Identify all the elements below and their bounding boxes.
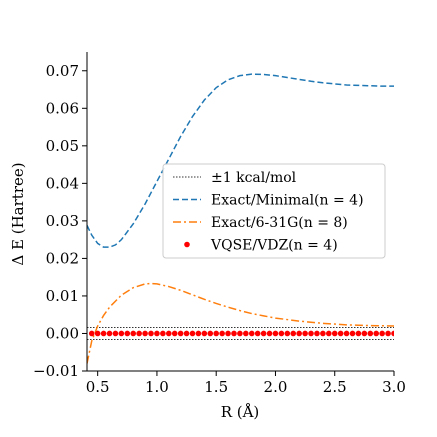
series-vqse-vdz-n-4-point	[290, 330, 297, 337]
x-tick-label: 1.5	[204, 378, 228, 396]
series-vqse-vdz-n-4-point	[314, 330, 320, 337]
series-vqse-vdz-n-4-point	[165, 330, 172, 337]
series-vqse-vdz-n-4-point	[278, 330, 285, 337]
series-vqse-vdz-n-4-point	[225, 330, 231, 337]
series-vqse-vdz-n-4-point	[160, 330, 166, 337]
series-vqse-vdz-n-4-point	[355, 330, 362, 337]
series-vqse-vdz-n-4-point	[385, 330, 391, 337]
legend-entry-label: ±1 kcal/mol	[211, 170, 297, 186]
series-vqse-vdz-n-4-point	[171, 330, 178, 337]
series-vqse-vdz-n-4-point	[331, 330, 338, 337]
series-vqse-vdz-n-4-point	[195, 330, 202, 337]
series-vqse-vdz-n-4-point	[326, 330, 332, 337]
series-vqse-vdz-n-4-point	[130, 330, 137, 337]
series-vqse-vdz-n-4-point	[343, 330, 350, 337]
y-tick-label: 0.02	[46, 249, 79, 267]
y-tick-label: 0.05	[46, 137, 79, 155]
series-vqse-vdz-n-4-point	[118, 330, 125, 337]
y-tick-label: 0.00	[46, 324, 79, 342]
series-exact-6-31g-n-8-line	[87, 282, 394, 364]
legend: ±1 kcal/mol Exact/Minimal(n = 4) Exact/6-3…	[162, 163, 386, 259]
series-vqse-vdz-n-4-point	[349, 330, 356, 337]
series-vqse-vdz-n-4-point	[320, 330, 326, 337]
series-vqse-vdz-n-4-point	[88, 330, 95, 337]
series-vqse-vdz-n-4-point	[254, 330, 261, 337]
y-tick-label: −0.01	[33, 362, 79, 380]
series-vqse-vdz-n-4-point	[112, 330, 119, 337]
y-tick-label: 0.04	[46, 174, 79, 192]
tick-labels: 0.5 1.0 1.5 2.0 2.5 3.0 −0.01 0.00 0.01 0.02 0.03 0…	[33, 62, 406, 396]
x-tick-label: 1.0	[145, 378, 169, 396]
series-vqse-vdz-n-4-point	[379, 330, 385, 337]
series-vqse-vdz-n-4-point	[231, 330, 237, 337]
series-vqse-vdz-n-4-point	[296, 330, 302, 337]
series-vqse-vdz-n-4-point	[284, 330, 291, 337]
series-vqse-vdz-n-4-point	[367, 330, 374, 337]
y-axis-label: Δ E (Hartree)	[9, 162, 27, 265]
series-exact-minimal-n-4-line	[87, 73, 394, 248]
series-vqse-vdz-n-4-point	[183, 330, 190, 337]
series-vqse-vdz-n-4-point	[201, 330, 208, 337]
legend-marker	[184, 241, 190, 248]
y-tick-label: 0.07	[46, 62, 79, 80]
legend-entry-label: Exact/6-31G(n = 8)	[211, 215, 348, 231]
series-vqse-vdz-n-4-point	[148, 330, 154, 337]
x-tick-label: 3.0	[382, 378, 406, 396]
series-vqse-vdz-n-4-point	[337, 330, 344, 337]
x-tick-label: 2.5	[323, 378, 347, 396]
series-vqse-vdz-n-4-point	[373, 330, 380, 337]
series-vqse-vdz-n-4-point	[361, 330, 368, 337]
x-tick-label: 2.0	[264, 378, 288, 396]
series-vqse-vdz-n-4-point	[302, 330, 308, 337]
axes	[82, 52, 395, 376]
legend-box	[162, 163, 386, 259]
series-vqse-vdz-n-4-point	[219, 330, 225, 337]
series-vqse-vdz-n-4-point	[100, 330, 107, 337]
series-vqse-vdz-n-4-point	[207, 330, 214, 337]
x-axis-label: R (Å)	[221, 403, 260, 421]
y-tick-label: 0.03	[46, 212, 79, 230]
series-vqse-vdz-n-4-point	[106, 330, 113, 337]
x-tick-label: 0.5	[86, 378, 110, 396]
series-vqse-vdz-n-4-point	[189, 330, 196, 337]
series-vqse-vdz-n-4-point	[243, 330, 249, 337]
series-vqse-vdz-n-4-point	[124, 330, 131, 337]
series-vqse-vdz-n-4-point	[272, 330, 279, 337]
legend-entry-label: VQSE/VDZ(n = 4)	[210, 238, 338, 254]
plot-area	[87, 73, 394, 364]
series-vqse-vdz-n-4-point	[391, 330, 394, 337]
series-vqse-vdz-n-4-point	[136, 330, 142, 337]
y-tick-label: 0.01	[46, 287, 79, 305]
series-vqse-vdz-n-4-point	[237, 330, 243, 337]
series-vqse-vdz-n-4-point	[308, 330, 314, 337]
y-tick-label: 0.06	[46, 99, 79, 117]
legend-entry-label: Exact/Minimal(n = 4)	[211, 193, 364, 209]
series-vqse-vdz-n-4-point	[260, 330, 267, 337]
series-vqse-vdz-n-4-point	[177, 330, 184, 337]
series-vqse-vdz-n-4-point	[154, 330, 160, 337]
series-vqse-vdz-n-4-point	[142, 330, 148, 337]
series-vqse-vdz-n-4-point	[213, 330, 220, 337]
series-vqse-vdz-n-4-point	[94, 330, 101, 337]
series-vqse-vdz-n-4-point	[248, 330, 255, 337]
series-vqse-vdz-n-4-point	[266, 330, 273, 337]
